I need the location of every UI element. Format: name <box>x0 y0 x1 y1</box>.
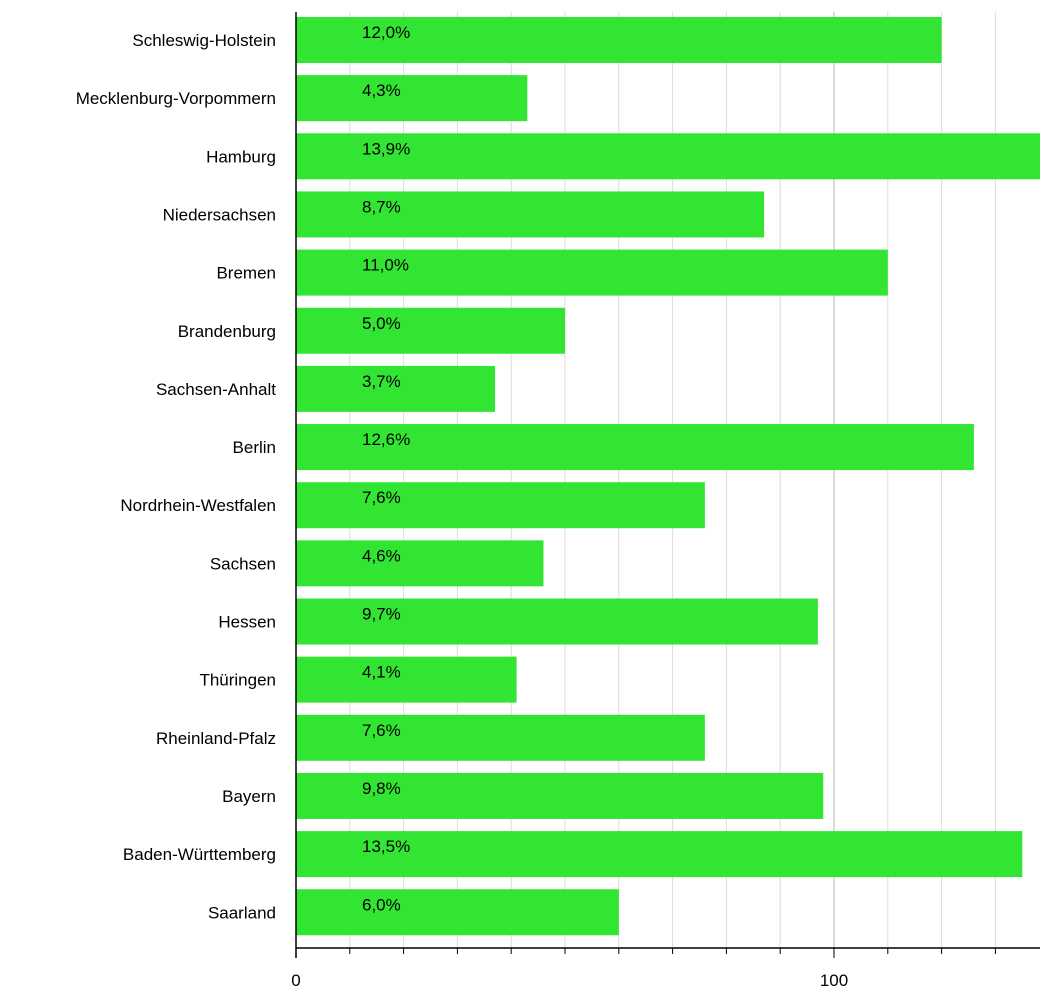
axes <box>295 12 1040 958</box>
bar <box>296 249 888 296</box>
bar <box>296 424 974 471</box>
data-label: 5,0% <box>362 314 401 333</box>
bars <box>296 17 1040 936</box>
data-label: 3,7% <box>362 372 401 391</box>
bar <box>296 831 1023 878</box>
category-label: Sachsen <box>210 554 276 573</box>
category-label: Mecklenburg-Vorpommern <box>76 89 276 108</box>
data-label: 4,3% <box>362 81 401 100</box>
category-label: Hessen <box>218 613 276 632</box>
bar <box>296 482 705 529</box>
data-label: 13,5% <box>362 837 410 856</box>
data-label: 8,7% <box>362 197 401 216</box>
bar <box>296 772 824 819</box>
data-label: 12,0% <box>362 23 410 42</box>
data-label: 12,6% <box>362 430 410 449</box>
bar <box>296 75 528 122</box>
category-label: Saarland <box>208 903 276 922</box>
data-label: 9,7% <box>362 605 401 624</box>
category-label: Brandenburg <box>178 322 276 341</box>
bar <box>296 307 565 354</box>
bar <box>296 133 1040 180</box>
category-label: Rheinland-Pfalz <box>156 729 276 748</box>
data-label: 4,1% <box>362 663 401 682</box>
category-label: Niedersachsen <box>163 205 276 224</box>
data-label: 9,8% <box>362 779 401 798</box>
category-label: Hamburg <box>206 147 276 166</box>
bar <box>296 598 818 645</box>
data-labels: 12,0% 4,3% 13,9% 8,7% 11,0% 5,0% 3,7% 12,6% 7,6%… <box>362 23 410 914</box>
bar <box>296 889 619 936</box>
category-labels: Schleswig-Holstein Mecklenburg-Vorpommern… <box>76 31 277 922</box>
category-label: Thüringen <box>199 671 276 690</box>
data-label: 11,0% <box>362 256 409 275</box>
data-label: 6,0% <box>362 895 401 914</box>
bar <box>296 365 496 412</box>
category-label: Berlin <box>233 438 276 457</box>
x-tick-label: 100 <box>820 971 848 989</box>
category-label: Baden-Württemberg <box>123 845 276 864</box>
bar <box>296 191 765 238</box>
bar <box>296 17 942 63</box>
bar <box>296 540 544 587</box>
data-label: 13,9% <box>362 139 410 158</box>
category-label: Bayern <box>222 787 276 806</box>
bar <box>296 714 705 761</box>
category-label: Schleswig-Holstein <box>132 31 276 50</box>
category-label: Sachsen-Anhalt <box>156 380 276 399</box>
data-label: 7,6% <box>362 488 401 507</box>
category-label: Nordrhein-Westfalen <box>120 496 276 515</box>
data-label: 7,6% <box>362 721 401 740</box>
x-tick-labels: 0 100 <box>291 971 848 989</box>
x-tick-label: 0 <box>291 971 300 989</box>
data-label: 4,6% <box>362 546 401 565</box>
bar <box>296 656 517 703</box>
category-label: Bremen <box>216 264 276 283</box>
